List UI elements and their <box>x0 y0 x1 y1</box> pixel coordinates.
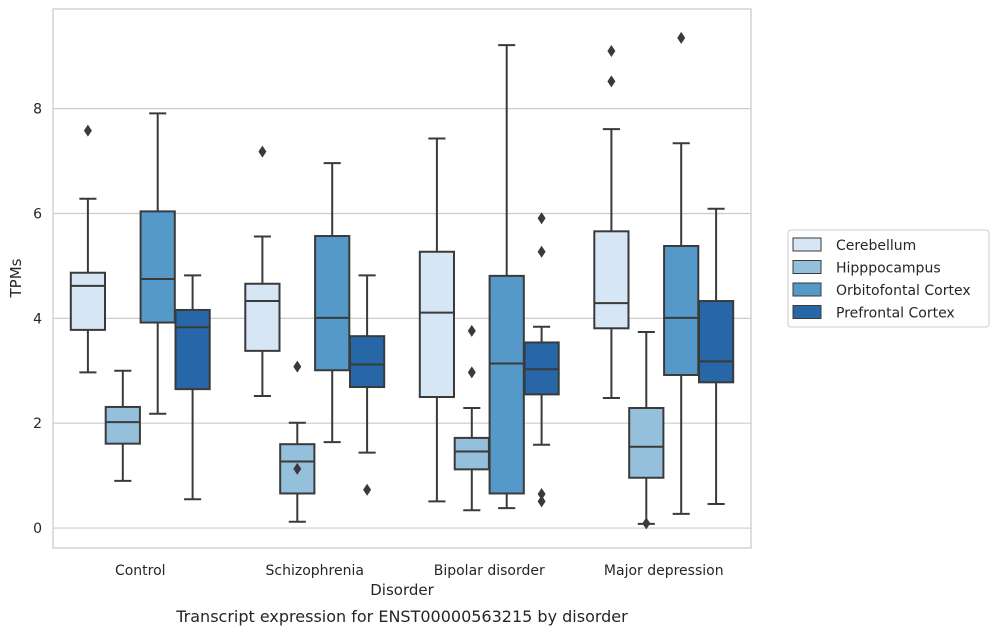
outlier-point <box>642 517 651 530</box>
y-axis-ticks: 0 2 4 6 8 <box>33 102 42 537</box>
outlier-point <box>537 212 546 225</box>
box-1-0 <box>104 369 141 482</box>
box-1-2 <box>453 324 490 512</box>
box-body <box>628 407 665 479</box>
y-tick-label: 2 <box>33 416 42 432</box>
box-0-1 <box>244 145 281 397</box>
x-tick-label: Control <box>115 563 166 579</box>
box-3-0 <box>174 274 211 501</box>
legend-label: Orbitofontal Cortex <box>836 283 971 299</box>
box-1-1 <box>279 360 316 523</box>
legend-swatch <box>792 282 822 297</box>
outlier-point <box>258 145 267 158</box>
outlier-point <box>293 462 302 475</box>
y-tick-label: 4 <box>33 311 42 327</box>
x-tick-label: Bipolar disorder <box>434 563 545 579</box>
legend-label: Cerebellum <box>836 238 916 254</box>
box-2-1 <box>314 162 351 444</box>
outlier-point <box>537 495 546 508</box>
box-3-2 <box>523 212 560 508</box>
outlier-point <box>537 245 546 258</box>
box-body <box>174 308 211 391</box>
outlier-point <box>677 31 686 44</box>
outlier-point <box>363 483 372 496</box>
box-body <box>663 244 700 376</box>
box-2-0 <box>139 112 176 415</box>
box-0-3 <box>593 44 630 400</box>
box-body <box>697 300 735 384</box>
x-axis-label: Disorder <box>370 581 434 599</box>
legend-label: Prefrontal Cortex <box>836 306 955 322</box>
y-tick-label: 0 <box>33 521 42 537</box>
box-0-2 <box>418 137 456 503</box>
box-body <box>69 271 107 331</box>
chart-caption: Transcript expression for ENST0000056321… <box>175 607 628 626</box>
outlier-point <box>607 44 616 57</box>
x-tick-label: Schizophrenia <box>266 563 364 579</box>
box-body <box>139 210 176 324</box>
outlier-point <box>293 360 302 373</box>
box-body <box>104 405 141 445</box>
x-tick-label: Major depression <box>604 563 724 579</box>
box-body <box>453 436 490 471</box>
box-3-1 <box>348 274 386 496</box>
legend-swatch <box>792 305 822 319</box>
box-body <box>488 274 525 495</box>
legend-swatch <box>792 237 822 252</box>
box-1-3 <box>628 330 665 530</box>
outlier-point <box>537 487 546 500</box>
y-axis-label: TPMs <box>7 258 25 298</box>
box-3-3 <box>697 207 735 505</box>
box-body <box>244 282 281 352</box>
box-0-0 <box>69 124 107 374</box>
legend-frame <box>787 229 990 328</box>
outlier-point <box>83 124 92 137</box>
legend-label: Hipppocampus <box>836 261 941 277</box>
box-body <box>314 235 351 372</box>
box-body <box>593 230 630 330</box>
box-2-3 <box>663 31 700 515</box>
plot-frame <box>52 8 752 549</box>
y-tick-label: 8 <box>33 102 42 118</box>
outlier-point <box>467 366 476 379</box>
box-2-2 <box>488 44 525 510</box>
box-body <box>418 250 456 398</box>
box-groups <box>69 31 735 530</box>
y-tick-label: 6 <box>33 206 42 222</box>
outlier-point <box>467 324 476 337</box>
outlier-point <box>607 75 616 88</box>
legend: Cerebellum Hipppocampus Orbitofontal Corte… <box>787 229 990 328</box>
legend-swatch <box>792 260 822 274</box>
x-axis-ticks: Control Schizophrenia Bipolar disorder Majo… <box>115 563 724 579</box>
box-body <box>348 335 386 389</box>
